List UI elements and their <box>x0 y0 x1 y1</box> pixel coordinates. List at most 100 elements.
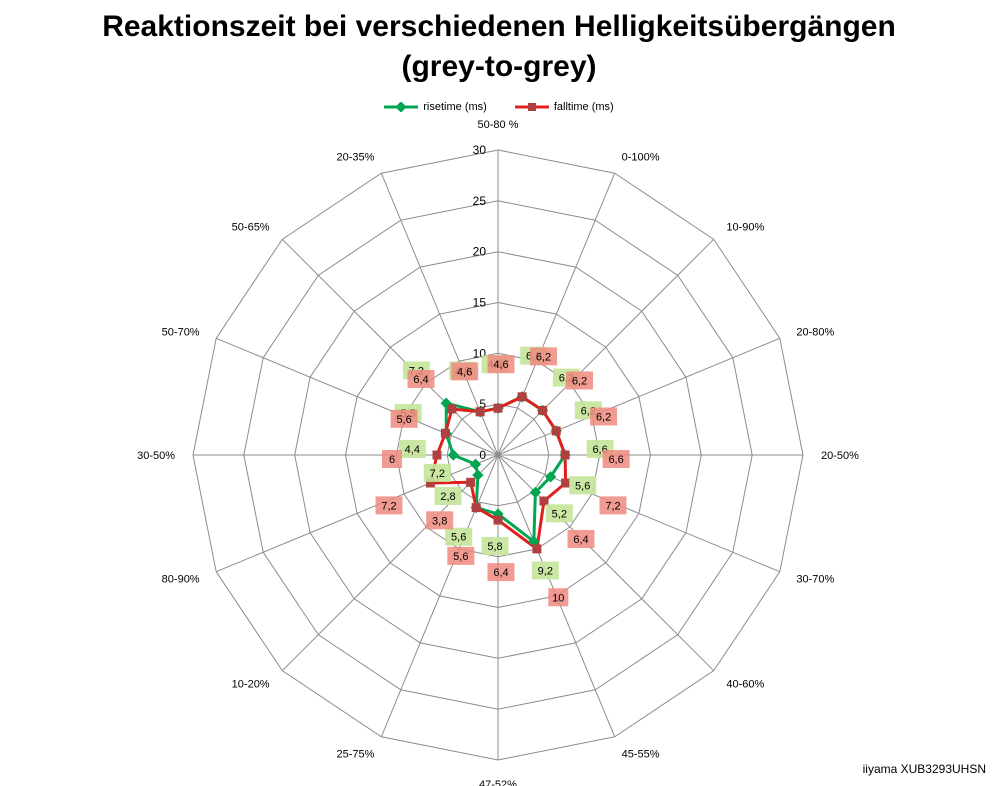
falltime-data-label: 6,2 <box>536 351 551 363</box>
falltime-point <box>532 544 542 554</box>
falltime-data-label: 4,6 <box>493 359 508 371</box>
category-label: 47-52% <box>479 779 517 786</box>
falltime-point <box>425 478 435 488</box>
spoke <box>497 238 715 456</box>
category-label: 20-50% <box>821 450 859 462</box>
risetime-point <box>469 458 482 470</box>
falltime-point <box>560 450 570 460</box>
category-label: 45-55% <box>622 748 660 760</box>
falltime-point <box>475 407 485 417</box>
risetime-data-label: 5,8 <box>487 541 502 553</box>
category-label: 10-90% <box>726 222 764 234</box>
category-label: 30-50% <box>137 450 175 462</box>
falltime-data-label: 7,2 <box>605 500 620 512</box>
falltime-data-label: 6,2 <box>596 412 611 424</box>
radial-tick-label: 15 <box>473 296 487 310</box>
spoke <box>497 173 616 456</box>
risetime-label-box <box>423 463 451 482</box>
falltime-data-label: 5,6 <box>453 551 468 563</box>
category-label: 30-70% <box>796 574 834 586</box>
radial-tick-label: 0 <box>479 448 486 462</box>
spoke <box>380 454 499 737</box>
spoke <box>216 337 499 456</box>
spoke <box>497 454 715 672</box>
legend-swatch-falltime <box>514 103 549 111</box>
risetime-label-box <box>445 527 473 546</box>
falltime-label-box <box>375 496 403 515</box>
falltime-label-box <box>590 407 618 426</box>
falltime-point <box>447 404 457 414</box>
radial-tick-label: 30 <box>473 143 487 157</box>
falltime-label-box <box>447 546 475 565</box>
risetime-point <box>447 449 459 461</box>
legend-swatch-risetime <box>384 102 419 112</box>
chart-title: Reaktionszeit bei verschiedenen Helligke… <box>102 10 896 43</box>
falltime-data-label: 6,4 <box>573 534 588 546</box>
legend-item-falltime: falltime (ms) <box>514 101 614 113</box>
category-label: 0-100% <box>622 152 660 164</box>
falltime-point <box>493 515 503 525</box>
radial-tick-label: 25 <box>473 194 487 208</box>
category-label: 50-65% <box>232 222 270 234</box>
falltime-point <box>538 405 548 415</box>
legend-label-falltime: falltime (ms) <box>553 101 614 113</box>
falltime-label-box <box>548 588 569 607</box>
spoke <box>497 454 780 573</box>
risetime-data-label: 5,2 <box>552 508 567 520</box>
legend-label-risetime: risetime (ms) <box>423 101 487 113</box>
falltime-label-box <box>451 362 479 381</box>
falltime-label-box <box>390 409 418 428</box>
falltime-data-label: 6 <box>389 454 395 466</box>
risetime-point <box>544 471 557 483</box>
falltime-data-label: 3,8 <box>432 515 447 527</box>
falltime-data-label: 6,4 <box>493 567 508 579</box>
risetime-label-box <box>531 561 559 580</box>
falltime-point <box>517 392 527 402</box>
falltime-point <box>561 478 571 488</box>
falltime-label-box <box>599 496 627 515</box>
radial-tick-label: 20 <box>473 245 487 259</box>
falltime-data-label: 6,2 <box>572 376 587 388</box>
falltime-point <box>539 496 549 506</box>
radial-tick-label: 5 <box>479 397 486 411</box>
falltime-label-box <box>407 370 435 388</box>
risetime-data-label: 5,6 <box>575 480 590 492</box>
risetime-point <box>529 486 542 499</box>
spoke <box>281 238 499 456</box>
falltime-label-box <box>487 563 515 582</box>
legend-item-risetime: risetime (ms) <box>384 101 487 113</box>
falltime-point <box>432 450 442 460</box>
category-label: 20-35% <box>336 152 374 164</box>
category-label: 10-20% <box>232 678 270 690</box>
chart-subtitle: (grey-to-grey) <box>401 50 597 83</box>
risetime-label-box <box>545 504 573 523</box>
falltime-data-label: 10 <box>552 592 564 604</box>
falltime-label-box <box>382 450 402 468</box>
falltime-data-label: 7,2 <box>381 500 396 512</box>
risetime-data-label: 9,2 <box>538 566 553 578</box>
risetime-point <box>528 535 540 548</box>
falltime-label-box <box>567 530 595 548</box>
risetime-data-label: 4,4 <box>405 444 420 456</box>
falltime-data-label: 4,6 <box>457 366 472 378</box>
falltime-data-label: 6,6 <box>608 454 623 466</box>
falltime-label-box <box>530 347 557 366</box>
falltime-point <box>440 428 450 438</box>
falltime-label-box <box>566 371 593 390</box>
category-label: 50-70% <box>162 326 200 338</box>
category-label: 50-80 % <box>478 119 519 131</box>
category-label: 20-80% <box>796 326 834 338</box>
falltime-data-label: 6,4 <box>413 374 428 386</box>
risetime-data-label: 5,6 <box>451 532 466 544</box>
spoke <box>497 337 780 456</box>
risetime-data-label: 7,2 <box>430 468 445 480</box>
falltime-label-box <box>602 450 630 468</box>
risetime-label-box <box>398 440 426 458</box>
spoke <box>281 454 499 672</box>
risetime-data-label: 2,8 <box>440 491 455 503</box>
risetime-label-box <box>569 476 597 495</box>
category-label: 80-90% <box>162 574 200 586</box>
category-label: 25-75% <box>336 748 374 760</box>
